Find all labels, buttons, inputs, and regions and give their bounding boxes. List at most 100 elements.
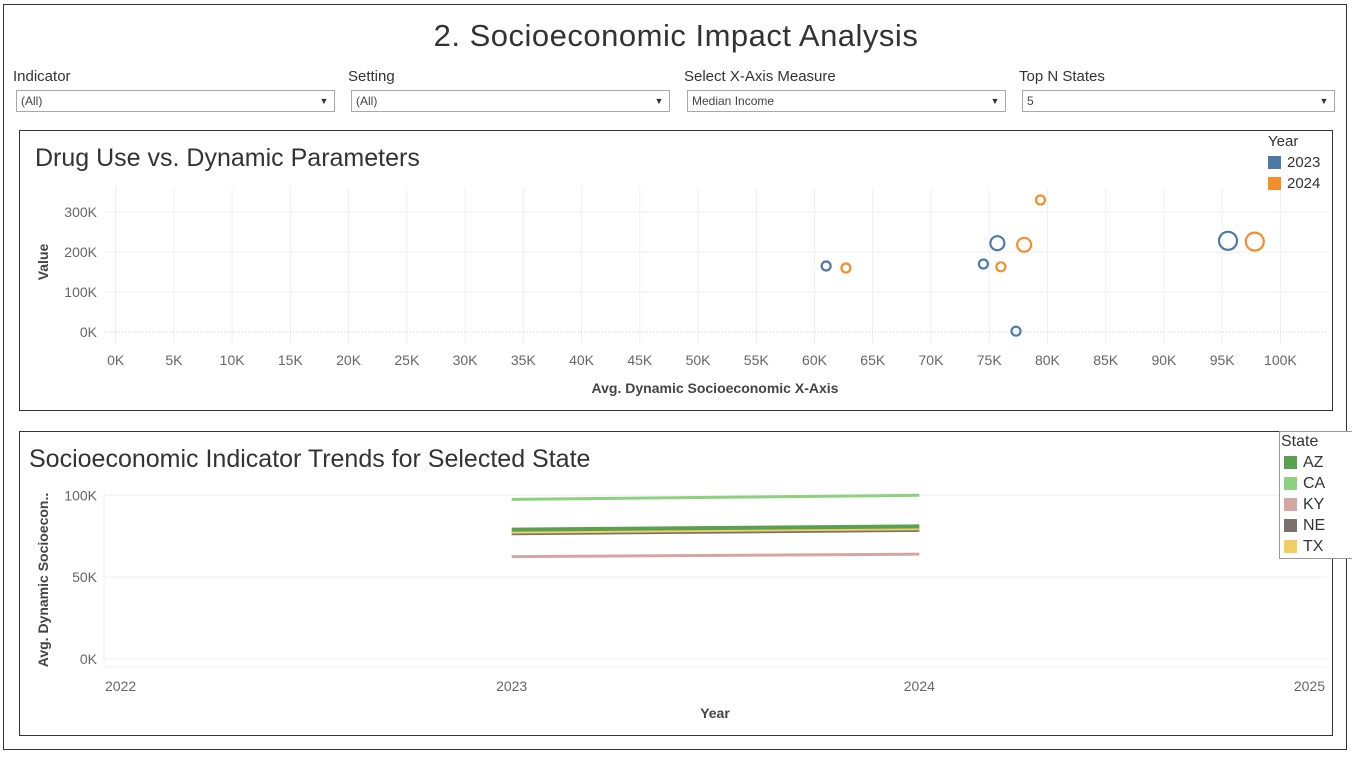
scatter-point-2024 bbox=[840, 262, 852, 274]
legend-item-tx[interactable]: TX bbox=[1281, 536, 1352, 557]
legend-label-2023: 2023 bbox=[1287, 154, 1321, 171]
chevron-down-icon[interactable]: ▼ bbox=[990, 96, 1000, 106]
scatter-y-tick-label: 0K bbox=[80, 324, 98, 340]
legend-swatch-2024 bbox=[1268, 177, 1281, 190]
scatter-y-axis-label: Value bbox=[35, 244, 51, 281]
scatter-x-tick-label: 20K bbox=[336, 352, 362, 368]
legend-label-2024: 2024 bbox=[1287, 175, 1321, 192]
trend-y-axis-label: Avg. Dynamic Socioecon.. bbox=[35, 493, 51, 668]
scatter-chart: 0K 5K 10K 15K 20K 25K 30K 35K 40K 45K 50K 55K 60K 65K… bbox=[35, 188, 1327, 396]
legend-label-ky: KY bbox=[1303, 496, 1325, 513]
legend-item-az[interactable]: AZ bbox=[1281, 452, 1352, 473]
scatter-x-tick-label: 25K bbox=[394, 352, 420, 368]
x-axis-measure-dropdown-value: Median Income bbox=[692, 94, 775, 108]
scatter-x-axis-label: Avg. Dynamic Socioeconomic X-Axis bbox=[592, 380, 839, 396]
state-legend: State AZ CA KY NE TX bbox=[1279, 431, 1352, 559]
scatter-x-tick-label: 30K bbox=[453, 352, 479, 368]
scatter-x-tick-label: 45K bbox=[627, 352, 653, 368]
scatter-x-tick-label: 0K bbox=[107, 352, 125, 368]
scatter-x-tick-label: 95K bbox=[1210, 352, 1236, 368]
chevron-down-icon[interactable]: ▼ bbox=[319, 96, 329, 106]
filter-indicator: Indicator (All) ▼ bbox=[13, 68, 335, 112]
filter-top-n-states: Top N States 5 ▼ bbox=[1019, 68, 1335, 112]
scatter-point-2024 bbox=[995, 261, 1007, 273]
scatter-point-2023 bbox=[1217, 230, 1239, 251]
filter-top-n-states-label: Top N States bbox=[1019, 68, 1105, 85]
trend-x-tick-label: 2023 bbox=[496, 678, 527, 694]
scatter-chart-title: Drug Use vs. Dynamic Parameters bbox=[35, 144, 420, 172]
legend-item-ca[interactable]: CA bbox=[1281, 473, 1352, 494]
trend-x-axis-label: Year bbox=[700, 705, 730, 721]
scatter-x-tick-label: 10K bbox=[220, 352, 246, 368]
setting-dropdown[interactable]: (All) ▼ bbox=[351, 90, 670, 112]
filter-x-axis-measure: Select X-Axis Measure Median Income ▼ bbox=[684, 68, 1006, 112]
legend-label-az: AZ bbox=[1303, 454, 1324, 471]
trend-line-az bbox=[511, 524, 920, 532]
scatter-point-2024 bbox=[1244, 231, 1265, 252]
legend-item-2023[interactable]: 2023 bbox=[1268, 152, 1320, 173]
legend-label-tx: TX bbox=[1303, 538, 1324, 555]
scatter-y-tick-label: 300K bbox=[64, 204, 97, 220]
page-title: 2. Socioeconomic Impact Analysis bbox=[433, 18, 919, 53]
indicator-dropdown[interactable]: (All) ▼ bbox=[16, 90, 335, 112]
indicator-dropdown-value: (All) bbox=[21, 94, 43, 108]
trend-x-tick-label: 2024 bbox=[904, 678, 935, 694]
legend-item-2024[interactable]: 2024 bbox=[1268, 173, 1320, 194]
scatter-x-tick-label: 40K bbox=[569, 352, 595, 368]
legend-swatch-ne bbox=[1284, 519, 1297, 532]
chevron-down-icon[interactable]: ▼ bbox=[1319, 96, 1329, 106]
filter-indicator-label: Indicator bbox=[13, 68, 71, 85]
trend-panel: Socioeconomic Indicator Trends for Selec… bbox=[19, 431, 1333, 736]
scatter-x-tick-label: 75K bbox=[977, 352, 1003, 368]
scatter-x-tick-label: 100K bbox=[1264, 352, 1297, 368]
trend-line-ca bbox=[511, 493, 920, 501]
filter-setting: Setting (All) ▼ bbox=[348, 68, 670, 112]
scatter-point-2023 bbox=[989, 235, 1006, 252]
year-legend-title: Year bbox=[1268, 133, 1299, 150]
scatter-x-tick-label: 70K bbox=[919, 352, 945, 368]
x-axis-measure-dropdown[interactable]: Median Income ▼ bbox=[687, 90, 1006, 112]
legend-swatch-tx bbox=[1284, 540, 1297, 553]
scatter-x-tick-label: 80K bbox=[1035, 352, 1061, 368]
chevron-down-icon[interactable]: ▼ bbox=[654, 96, 664, 106]
trend-chart-title: Socioeconomic Indicator Trends for Selec… bbox=[29, 445, 591, 473]
filter-setting-label: Setting bbox=[348, 68, 395, 85]
trend-line-ky bbox=[511, 552, 920, 559]
scatter-point-2023 bbox=[820, 260, 832, 272]
scatter-x-tick-label: 65K bbox=[860, 352, 886, 368]
legend-swatch-2023 bbox=[1268, 156, 1281, 169]
scatter-point-2023 bbox=[1010, 325, 1022, 337]
dashboard-frame bbox=[3, 4, 1347, 750]
legend-label-ne: NE bbox=[1303, 517, 1326, 534]
top-n-states-dropdown-value: 5 bbox=[1027, 94, 1034, 108]
scatter-x-tick-label: 5K bbox=[165, 352, 183, 368]
legend-label-ca: CA bbox=[1303, 475, 1326, 492]
top-n-states-dropdown[interactable]: 5 ▼ bbox=[1022, 90, 1335, 112]
scatter-point-2023 bbox=[977, 258, 989, 270]
setting-dropdown-value: (All) bbox=[356, 94, 378, 108]
scatter-point-2024 bbox=[1034, 194, 1047, 206]
scatter-x-tick-label: 55K bbox=[744, 352, 770, 368]
trend-line-tx bbox=[511, 527, 920, 534]
trend-x-tick-label: 2025 bbox=[1294, 678, 1325, 694]
legend-swatch-az bbox=[1284, 456, 1297, 469]
trend-line-ne bbox=[511, 528, 920, 536]
scatter-panel: Drug Use vs. Dynamic Parameters bbox=[19, 130, 1333, 411]
legend-swatch-ca bbox=[1284, 477, 1297, 490]
scatter-point-2024 bbox=[1016, 236, 1033, 253]
scatter-x-tick-label: 85K bbox=[1093, 352, 1119, 368]
filter-x-axis-measure-label: Select X-Axis Measure bbox=[684, 68, 836, 85]
scatter-y-tick-label: 200K bbox=[64, 244, 97, 260]
trend-y-tick-label: 50K bbox=[72, 569, 98, 585]
trend-y-tick-label: 100K bbox=[64, 487, 97, 503]
legend-swatch-ky bbox=[1284, 498, 1297, 511]
trend-x-tick-label: 2022 bbox=[105, 678, 136, 694]
state-legend-title: State bbox=[1281, 433, 1319, 450]
scatter-x-tick-label: 60K bbox=[802, 352, 828, 368]
scatter-x-tick-label: 50K bbox=[686, 352, 712, 368]
legend-item-ne[interactable]: NE bbox=[1281, 515, 1352, 536]
scatter-x-tick-label: 35K bbox=[511, 352, 537, 368]
legend-item-ky[interactable]: KY bbox=[1281, 494, 1352, 515]
year-legend: Year 2023 2024 bbox=[1268, 132, 1320, 194]
